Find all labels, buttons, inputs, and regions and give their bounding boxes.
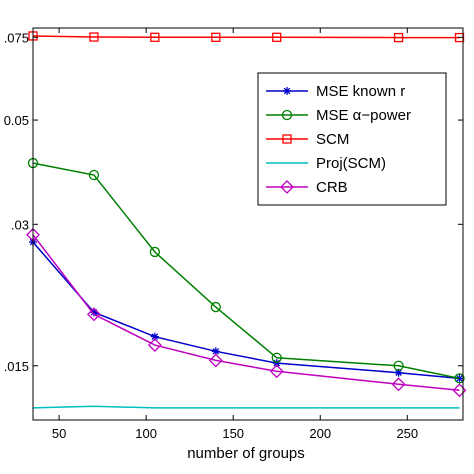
data-point-0-5: [394, 368, 403, 377]
data-point-1-6: [454, 373, 465, 384]
series-line-4: [32, 234, 460, 392]
data-point-4-3: [208, 353, 223, 368]
asterisk-stroke: [395, 369, 402, 376]
x-tick-label: 250: [396, 426, 418, 441]
legend-label-3: Proj(SCM): [316, 155, 386, 172]
data-point-0-2: [150, 332, 159, 341]
data-point-1-1: [88, 169, 100, 181]
x-tick-label: 50: [52, 426, 66, 441]
asterisk-stroke: [151, 333, 159, 340]
x-axis-title: number of groups: [187, 445, 305, 462]
asterisk-stroke: [212, 348, 220, 355]
data-point-4-1: [87, 307, 101, 322]
x-tick-label: 200: [309, 426, 331, 441]
series-line-0: [32, 241, 460, 380]
plot-area: [26, 31, 467, 409]
legend-label-1: MSE α−power: [316, 107, 411, 124]
data-point-2-2: [150, 32, 160, 42]
legend-marker-0: [283, 87, 291, 95]
y-tick-label: .075: [4, 30, 29, 45]
legend: MSE known r MSE α−power SCM Proj(SCM) CRB: [257, 72, 447, 206]
y-tick-label: .015: [4, 359, 29, 374]
axes: 50 100 150 200 250 .015 .03 0.05 .075: [4, 27, 464, 441]
data-point-4-4: [269, 364, 284, 379]
asterisk-stroke: [273, 359, 280, 367]
data-point-2-4: [272, 32, 282, 42]
data-point-2-3: [211, 32, 221, 42]
data-point-1-2: [149, 246, 161, 258]
x-tick-label: 100: [135, 426, 157, 441]
legend-marker-1: [281, 109, 293, 121]
series-line-2: [32, 35, 460, 39]
data-point-1-5: [393, 360, 404, 371]
data-point-2-6: [454, 32, 465, 43]
legend-marker-2: [282, 134, 292, 144]
x-tick-label: 150: [222, 426, 244, 441]
data-point-2-5: [393, 32, 404, 43]
data-point-4-6: [452, 383, 467, 398]
legend-label-0: MSE known r: [316, 83, 405, 100]
series-line-1: [32, 162, 460, 380]
data-point-2-1: [89, 32, 99, 42]
legend-label-2: SCM: [316, 131, 349, 148]
y-tick-label: .03: [11, 217, 29, 232]
legend-marker-4: [280, 180, 294, 194]
legend-label-4: CRB: [316, 179, 348, 196]
data-point-1-4: [271, 352, 282, 363]
data-point-4-2: [147, 338, 162, 353]
asterisk-stroke: [283, 87, 291, 95]
asterisk-stroke: [456, 375, 463, 382]
y-tick-label: 0.05: [4, 113, 29, 128]
data-point-4-5: [391, 377, 406, 392]
series-line-3: [32, 405, 460, 409]
data-point-1-3: [210, 301, 221, 313]
